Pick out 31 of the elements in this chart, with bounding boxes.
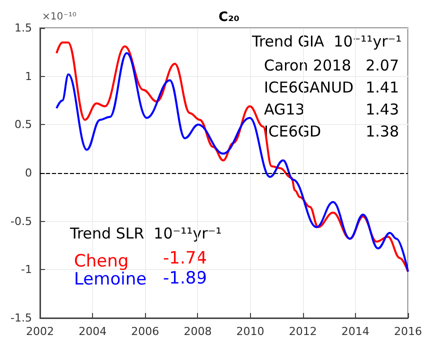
y-tick-label: -1 — [21, 263, 32, 276]
annotation: 1.41 — [366, 78, 400, 96]
annotation: -1.89 — [163, 268, 207, 288]
x-tick-label: 2014 — [341, 325, 370, 338]
x-tick-label: 2002 — [26, 325, 54, 338]
annotation: ICE6GD — [264, 122, 322, 140]
annotation: Trend SLR 10⁻¹¹yr⁻¹ — [69, 224, 222, 242]
annotation: 1.43 — [366, 100, 400, 118]
text: Lemoine — [74, 270, 147, 290]
text: Cheng — [74, 252, 129, 272]
y-tick-label: 0.5 — [14, 118, 32, 132]
x-tick-label: 2016 — [394, 325, 422, 338]
y-tick-label: 0 — [25, 166, 32, 180]
annotation: AG13 — [264, 100, 305, 118]
x-tick-label: 2010 — [236, 325, 264, 338]
annotation: ICE6GANUD — [264, 78, 354, 96]
x-tick-label: 2008 — [184, 325, 212, 338]
annotation: Caron 2018 — [264, 56, 352, 74]
y-tick-label: 1.5 — [14, 22, 32, 34]
x-tick-label: 2012 — [288, 325, 317, 338]
chart-title: C₂₀ — [218, 10, 240, 25]
annotation: 1.38 — [366, 122, 400, 140]
y-tick-label: -0.5 — [10, 214, 32, 228]
text: ×10⁻¹⁰ — [42, 12, 76, 22]
x-tick-label: 2004 — [78, 325, 107, 338]
y-tick-label: 1 — [25, 70, 32, 83]
annotation: 2.07 — [366, 56, 400, 74]
annotation: Trend GIA 10⁻¹¹yr⁻¹ — [251, 32, 402, 50]
y-tick-label: -1.5 — [10, 312, 32, 324]
x-tick-label: 2006 — [131, 325, 160, 338]
annotation: -1.74 — [163, 248, 207, 268]
